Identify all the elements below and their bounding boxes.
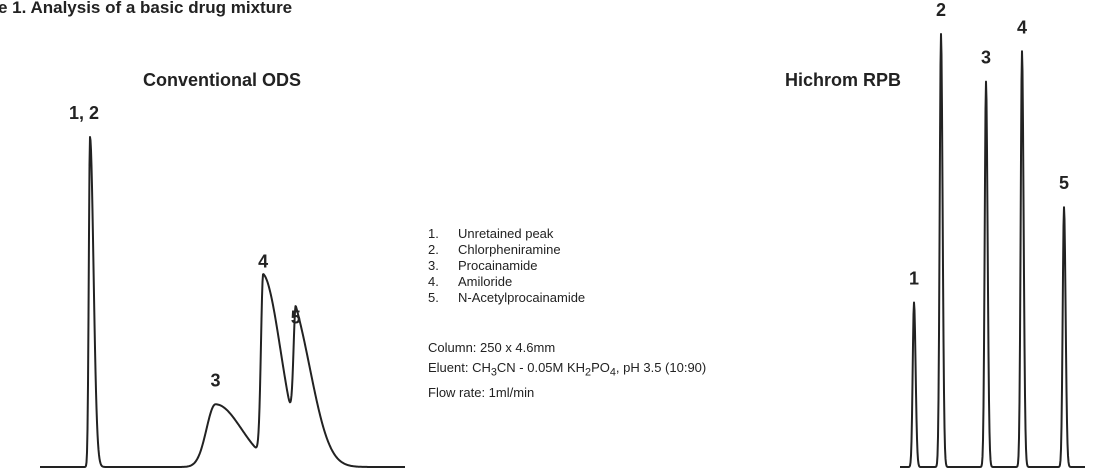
legend-item-3: 3. Procainamide	[428, 258, 538, 273]
chromatogram-trace	[899, 33, 1086, 468]
eluent-spec: Eluent: CH3CN - 0.05M KH2PO4, pH 3.5 (10…	[428, 360, 707, 379]
figure-title: e 1. Analysis of a basic drug mixture	[0, 0, 293, 17]
left-chromatogram: 1, 2 3 4 5	[39, 103, 406, 468]
peak-legend: 1. Unretained peak 2. Chlorpheniramine 3. P…	[428, 226, 585, 306]
peak-label-3: 4	[258, 252, 268, 272]
flow-rate: Flow rate: 1ml/min	[428, 384, 535, 400]
column-spec: Column: 250 x 4.6mm	[428, 340, 556, 355]
peak-label-4: 4	[1017, 17, 1027, 37]
peak-label-4: 5	[291, 308, 301, 328]
run-conditions: Column: 250 x 4.6mm Eluent: CH3CN - 0.05…	[428, 338, 706, 403]
legend-item-1: 1. Unretained peak	[428, 226, 554, 241]
right-panel-title: Hichrom RPB	[785, 70, 902, 90]
legend-item-4: 4. Amiloride	[428, 274, 513, 289]
peak-label-5: 5	[1059, 173, 1069, 193]
legend-item-2: 2. Chlorpheniramine	[428, 242, 561, 257]
peak-label-1: 1	[909, 268, 919, 288]
left-panel-title: Conventional ODS	[143, 70, 302, 90]
chromatogram-trace	[39, 136, 406, 468]
legend-item-5: 5. N-Acetylprocainamide	[428, 290, 586, 305]
right-chromatogram: 1 2 3 4 5	[899, 0, 1086, 468]
peak-label-3: 3	[981, 48, 991, 68]
peak-label-1: 1, 2	[69, 103, 99, 123]
peak-label-2: 3	[210, 370, 220, 390]
peak-label-2: 2	[936, 0, 946, 20]
